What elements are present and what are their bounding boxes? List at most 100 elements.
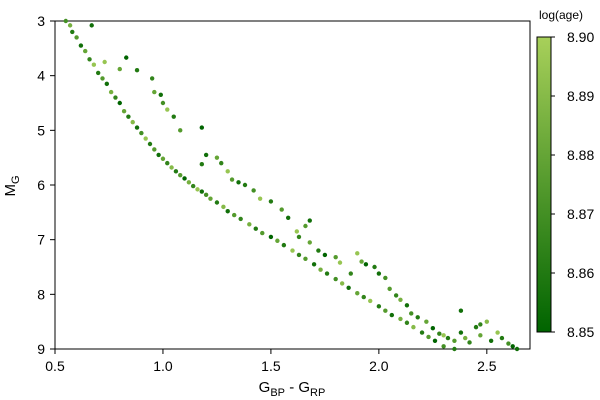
data-point (102, 59, 107, 65)
data-point (160, 156, 166, 161)
data-point (426, 334, 431, 340)
colorbar-tick-label: 8.90 (567, 29, 594, 45)
data-point (225, 209, 230, 214)
y-axis-title: MG (2, 175, 22, 196)
plot-frame (54, 20, 531, 350)
data-point (78, 43, 84, 48)
y-tick-label: 8 (37, 286, 45, 302)
data-point (473, 324, 479, 330)
data-point (484, 319, 490, 324)
data-point (415, 315, 420, 320)
colorbar: log(age) 8.85 8.86 8.87 8.88 8.89 8.90 (536, 8, 594, 340)
data-point (139, 130, 144, 136)
colorbar-tick-label: 8.87 (567, 206, 594, 222)
data-point (158, 92, 163, 98)
data-point (387, 286, 392, 292)
data-point (147, 141, 153, 147)
data-point (383, 275, 388, 281)
data-point (173, 169, 179, 174)
data-point (169, 165, 174, 170)
data-point (355, 291, 360, 296)
data-point (225, 169, 230, 174)
x-axis-title: GBP - GRP (259, 379, 326, 399)
data-point (95, 70, 101, 76)
data-point (495, 330, 500, 335)
data-point (467, 340, 472, 345)
data-point (432, 338, 438, 343)
colorbar-title: log(age) (539, 8, 583, 22)
data-point (376, 271, 382, 276)
plot-area: 0.5 1.0 1.5 2.0 2.5 3 4 5 6 7 8 9 (37, 13, 531, 374)
y-tick-label: 7 (37, 232, 45, 248)
colorbar-ticks: 8.85 8.86 8.87 8.88 8.89 8.90 (551, 29, 594, 340)
data-point (229, 177, 235, 182)
data-point (117, 100, 122, 106)
data-point (363, 262, 369, 267)
data-point (67, 23, 73, 28)
data-point (441, 344, 446, 349)
data-point (171, 114, 176, 119)
data-point (296, 252, 302, 258)
data-points (63, 18, 520, 352)
data-point (333, 254, 338, 260)
data-point (463, 335, 468, 341)
data-point (199, 125, 205, 130)
data-point (247, 222, 252, 227)
data-point (219, 160, 224, 166)
data-point (275, 238, 280, 243)
data-point (411, 324, 416, 330)
y-tick-label: 6 (37, 177, 45, 193)
data-point (152, 147, 157, 152)
data-point (322, 252, 328, 258)
data-point (149, 76, 155, 81)
data-point (165, 107, 170, 112)
data-point (383, 308, 388, 313)
data-point (452, 338, 457, 343)
data-point (186, 180, 192, 185)
data-point (445, 335, 451, 341)
data-point (333, 276, 338, 282)
data-point (478, 333, 483, 338)
x-tick-label: 1.0 (153, 358, 173, 374)
data-point (290, 248, 295, 253)
data-point (510, 344, 515, 349)
data-point (318, 267, 323, 272)
data-point (458, 308, 464, 313)
data-point (232, 212, 237, 218)
data-point (268, 234, 274, 240)
data-point (296, 234, 302, 240)
data-point (279, 207, 284, 212)
data-point (355, 251, 360, 256)
data-point (348, 271, 353, 276)
data-point (242, 182, 248, 188)
data-point (488, 338, 494, 343)
x-axis: 0.5 1.0 1.5 2.0 2.5 (45, 349, 497, 374)
data-point (372, 264, 377, 270)
data-point (178, 172, 183, 178)
data-point (419, 330, 425, 335)
data-point (126, 114, 131, 119)
data-point (303, 223, 308, 229)
data-point (143, 136, 148, 141)
data-point (208, 196, 213, 201)
colorbar-tick-label: 8.88 (567, 147, 594, 163)
data-point (303, 256, 308, 261)
data-point (195, 187, 200, 192)
data-point (368, 298, 373, 304)
data-point (285, 215, 291, 220)
data-point (221, 204, 226, 210)
data-point (214, 155, 220, 160)
data-point (203, 152, 209, 158)
data-point (251, 188, 256, 193)
data-point (311, 262, 317, 267)
data-point (376, 304, 382, 309)
data-point (160, 100, 166, 106)
data-point (307, 240, 312, 245)
data-point (63, 18, 68, 24)
data-point (236, 180, 241, 185)
data-point (199, 189, 205, 194)
data-point (199, 162, 205, 167)
data-point (506, 341, 511, 346)
data-point (124, 55, 129, 60)
data-point (253, 226, 258, 231)
